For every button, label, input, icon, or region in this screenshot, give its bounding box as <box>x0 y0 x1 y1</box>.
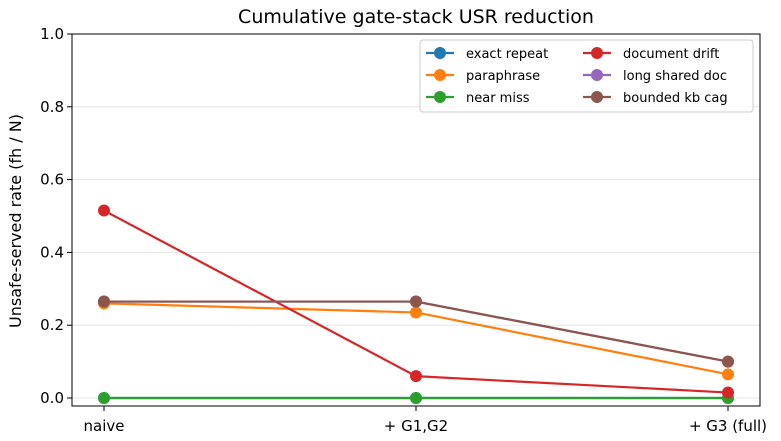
x-axis: naive + G1,G2 + G3 (full) <box>84 406 767 435</box>
data-point <box>410 295 422 308</box>
data-point <box>98 295 110 308</box>
legend-label: bounded kb cag <box>623 91 728 106</box>
y-tick-label: 0.2 <box>40 316 64 334</box>
legend: exact repeat paraphrase near miss document … <box>419 39 754 113</box>
series-group <box>98 204 734 404</box>
legend-item: long shared doc <box>583 69 727 84</box>
legend-label: near miss <box>466 91 530 106</box>
series-bounded-kb-cag <box>98 295 734 368</box>
legend-label: long shared doc <box>623 69 727 84</box>
y-axis-label: Unsafe-served rate (fh / N) <box>6 114 25 328</box>
legend-marker <box>434 91 446 103</box>
legend-label: exact repeat <box>466 47 548 62</box>
data-point <box>722 386 734 399</box>
legend-marker <box>591 91 603 103</box>
x-tick-label: + G1,G2 <box>384 417 448 435</box>
y-tick-label: 0.4 <box>40 243 64 261</box>
legend-marker <box>434 69 446 81</box>
legend-item: near miss <box>426 91 530 106</box>
x-tick-label: + G3 (full) <box>689 417 767 435</box>
series-paraphrase <box>98 297 734 381</box>
legend-item: exact repeat <box>426 47 548 62</box>
legend-marker <box>434 47 446 59</box>
legend-item: document drift <box>583 47 719 62</box>
legend-item: paraphrase <box>426 69 540 84</box>
series-document-drift <box>98 204 734 399</box>
chart-title: Cumulative gate-stack USR reduction <box>238 6 594 28</box>
legend-label: document drift <box>623 47 719 62</box>
series-near-miss <box>98 392 734 404</box>
x-tick-label: naive <box>84 417 125 435</box>
legend-marker <box>591 47 603 59</box>
legend-label: paraphrase <box>466 69 540 84</box>
data-point <box>410 306 422 319</box>
data-point <box>410 392 422 404</box>
data-point <box>722 368 734 381</box>
data-point <box>410 370 422 383</box>
data-point <box>98 392 110 404</box>
y-tick-label: 0.6 <box>40 171 64 189</box>
legend-marker <box>591 69 603 81</box>
y-tick-label: 1.0 <box>40 25 64 43</box>
y-axis: 0.0 0.2 0.4 0.6 0.8 1.0 <box>40 25 72 407</box>
y-tick-label: 0.0 <box>40 389 64 407</box>
data-point <box>722 355 734 368</box>
legend-item: bounded kb cag <box>583 91 728 106</box>
data-point <box>98 204 110 217</box>
y-tick-label: 0.8 <box>40 98 64 116</box>
